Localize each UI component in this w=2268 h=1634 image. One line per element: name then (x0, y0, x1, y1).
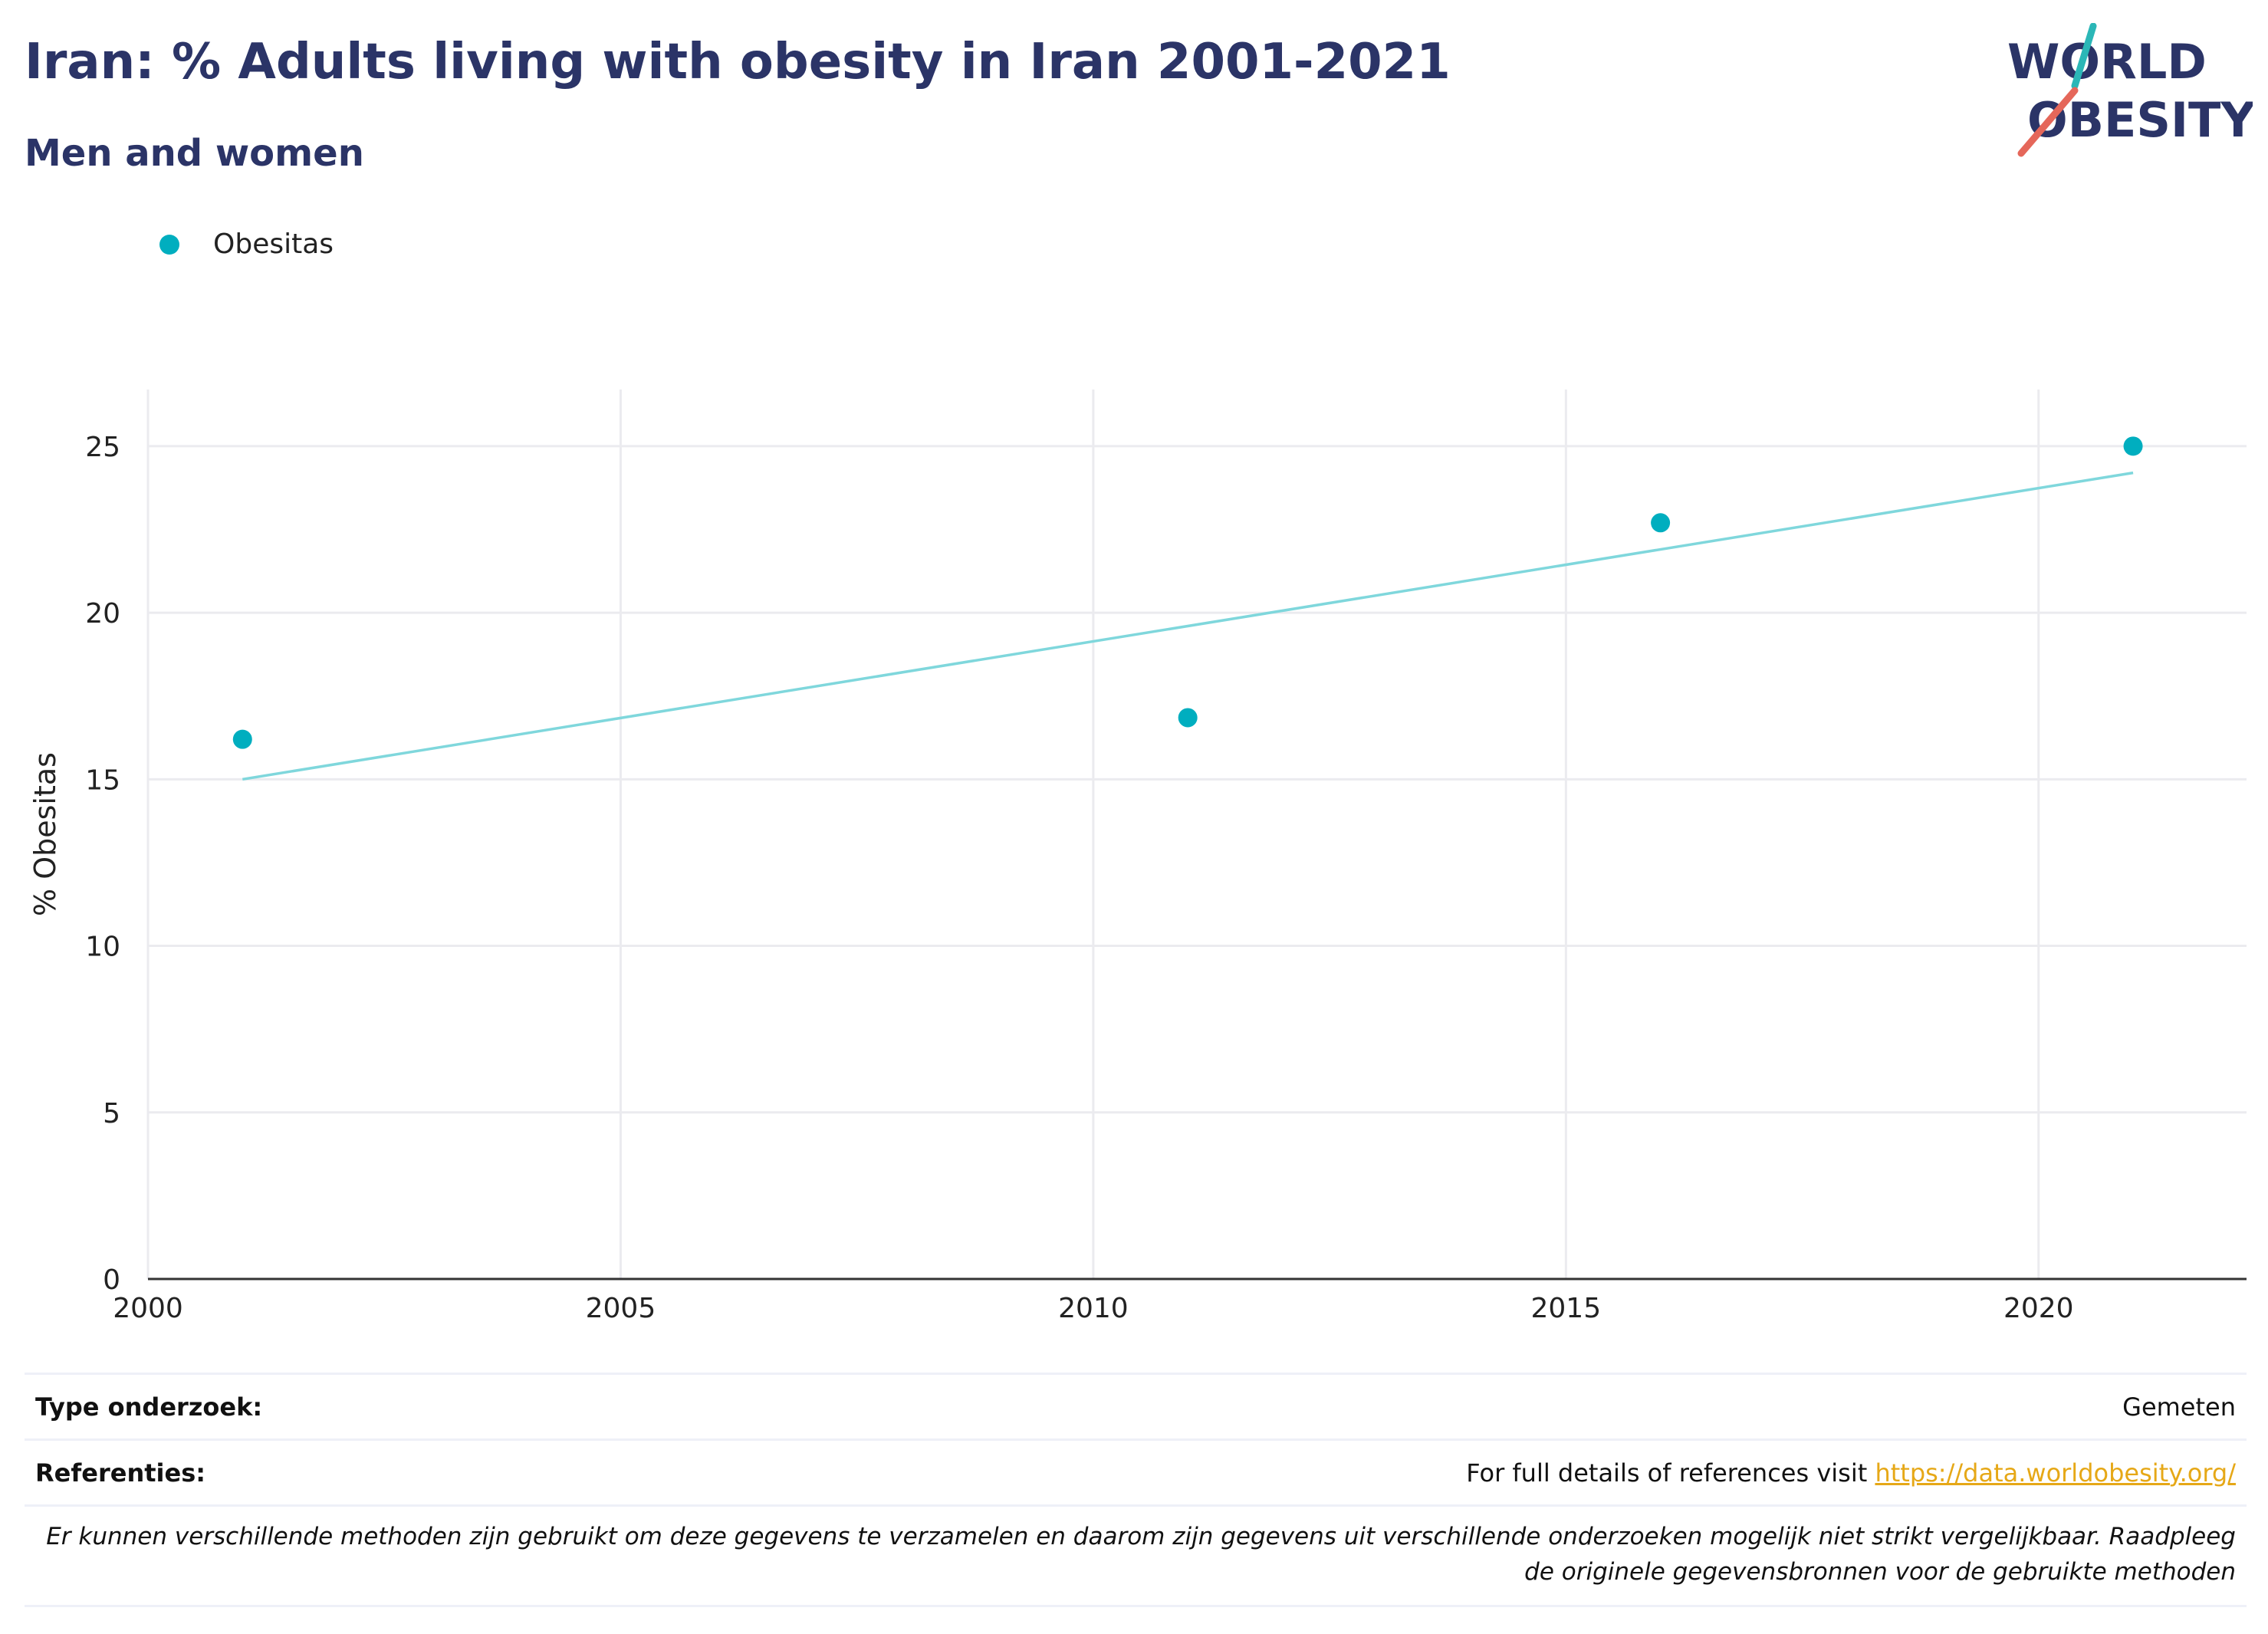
disclaimer-box: Er kunnen verschillende methoden zijn ge… (25, 1504, 2247, 1607)
data-point-2011 (1178, 708, 1198, 728)
logo-slash-red (2017, 87, 2079, 157)
references-label: Referenties: (35, 1458, 206, 1488)
info-row-references: Referenties: For full details of referen… (25, 1438, 2247, 1504)
logo-slash-teal (2071, 23, 2097, 90)
x-tick-label-2015: 2015 (1531, 1293, 1602, 1319)
data-point-2001 (232, 729, 252, 749)
type-label: Type onderzoek: (35, 1392, 263, 1422)
chart-legend[interactable]: Obesitas (159, 228, 334, 260)
y-tick-label-5: 5 (103, 1098, 120, 1129)
obesity-scatter-chart: 2000 2005 2010 2015 2020 0 5 10 15 20 25 % Obesitas (28, 390, 2247, 1319)
references-text: For full details of references visit (1466, 1458, 1875, 1488)
x-tick-label-2010: 2010 (1058, 1293, 1129, 1319)
chart-title: Iran: % Adults living with obesity in Ir… (25, 34, 1451, 90)
y-tick-label-15: 15 (85, 764, 120, 796)
y-tick-label-20: 20 (85, 598, 120, 630)
trend-line (242, 471, 2134, 781)
logo-word-world: WORLD (2007, 34, 2207, 90)
data-point-2016 (1651, 513, 1671, 533)
y-tick-label-10: 10 (85, 932, 120, 963)
chart-subtitle: Men and women (25, 132, 364, 175)
y-axis-label: % Obesitas (28, 752, 62, 916)
x-tick-label-2005: 2005 (586, 1293, 656, 1319)
info-table: Type onderzoek: Gemeten Referenties: For… (25, 1373, 2247, 1607)
disclaimer-line-1: Er kunnen verschillende methoden zijn ge… (46, 1523, 2236, 1550)
info-row-type: Type onderzoek: Gemeten (25, 1375, 2247, 1438)
y-tick-label-0: 0 (103, 1264, 120, 1296)
type-value: Gemeten (2122, 1392, 2236, 1422)
disclaimer-line-2: de originele gegevensbronnen voor de geb… (1524, 1558, 2236, 1586)
x-tick-label-2020: 2020 (2003, 1293, 2074, 1319)
world-obesity-logo: WORLD OBESITY (2007, 23, 2253, 157)
references-link[interactable]: https://data.worldobesity.org/ (1875, 1458, 2236, 1488)
y-tick-label-25: 25 (85, 432, 120, 463)
x-tick-label-2000: 2000 (113, 1293, 183, 1319)
data-point-2021 (2123, 436, 2143, 456)
references-value: For full details of references visit htt… (1466, 1458, 2236, 1488)
legend-label-obesitas: Obesitas (213, 228, 334, 260)
legend-marker-obesitas (159, 234, 179, 255)
